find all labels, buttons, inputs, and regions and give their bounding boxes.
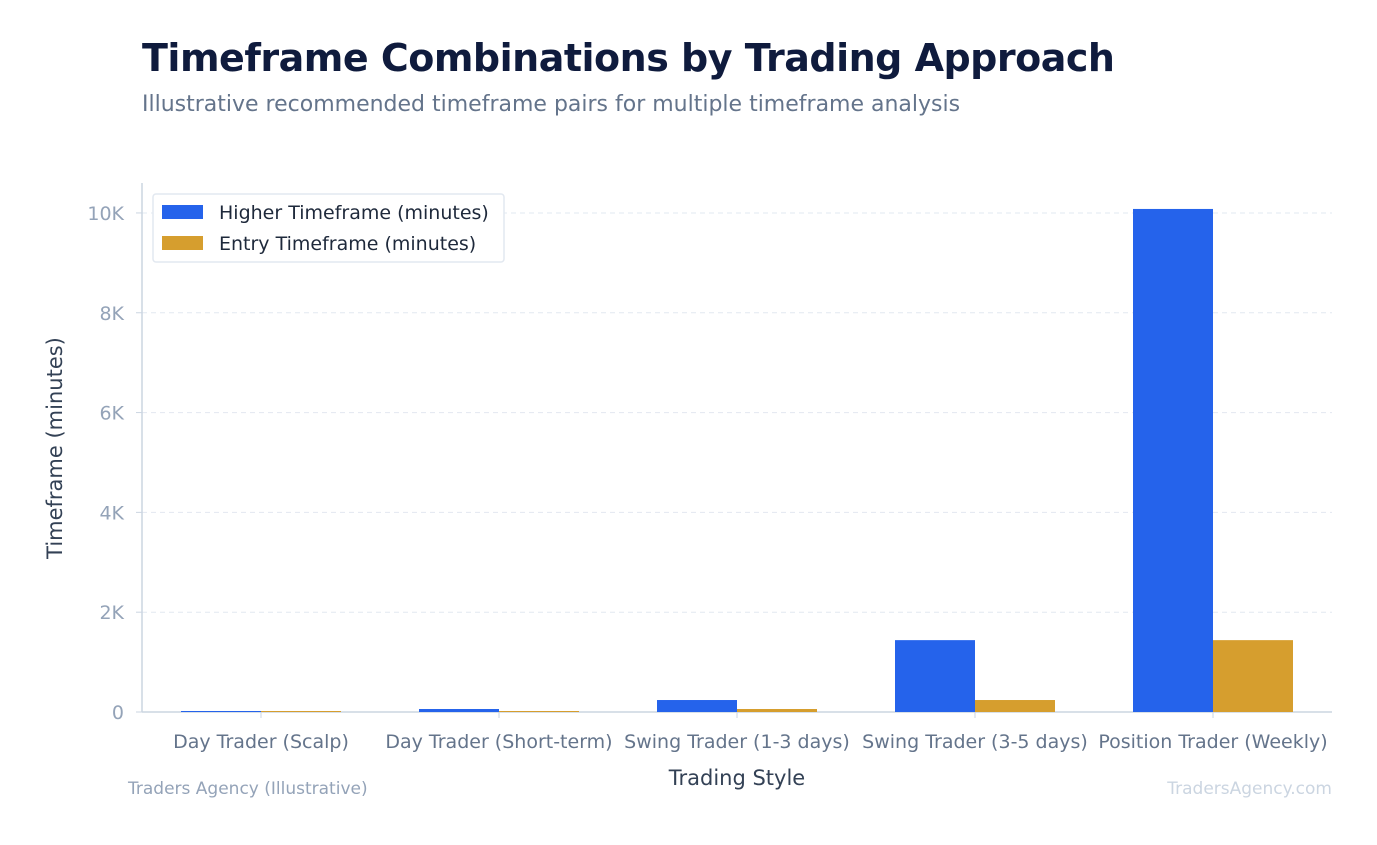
- bar-higher-4: [895, 640, 975, 712]
- legend-swatch-2: [162, 236, 203, 250]
- chart-subtitle: Illustrative recommended timeframe pairs…: [142, 92, 961, 117]
- y-axis-label: Timeframe (minutes): [43, 337, 67, 560]
- x-tick-label: Swing Trader (1-3 days): [624, 731, 850, 753]
- bar-entry-4: [975, 700, 1055, 712]
- y-tick-label: 2K: [99, 602, 124, 624]
- x-tick-label: Day Trader (Short-term): [385, 731, 612, 753]
- brand-watermark: TradersAgency.com: [1167, 779, 1332, 799]
- bar-higher-5: [1133, 208, 1213, 713]
- y-tick-label: 4K: [99, 502, 124, 524]
- x-tick-label: Swing Trader (3-5 days): [862, 731, 1088, 753]
- legend-box: [152, 193, 505, 263]
- bar-entry-1: [261, 711, 341, 712]
- legend-label-2: Entry Timeframe (minutes): [219, 233, 476, 255]
- bar-entry-5: [1213, 640, 1293, 712]
- bar-higher-3: [657, 700, 737, 712]
- legend-label-1: Higher Timeframe (minutes): [219, 202, 489, 224]
- bar-entry-2: [499, 711, 579, 712]
- legend-swatch-1: [162, 205, 203, 219]
- bar-higher-1: [181, 711, 261, 712]
- bar-entry-3: [737, 709, 817, 712]
- y-tick-label: 6K: [99, 403, 124, 425]
- y-tick-label: 0: [112, 702, 124, 724]
- chart-title: Timeframe Combinations by Trading Approa…: [142, 36, 1115, 80]
- y-tick-label: 10K: [87, 203, 124, 225]
- y-tick-label: 8K: [99, 303, 124, 325]
- bar-higher-2: [419, 709, 499, 712]
- x-axis-label: Trading Style: [668, 766, 805, 790]
- x-tick-label: Day Trader (Scalp): [173, 731, 349, 753]
- x-tick-label: Position Trader (Weekly): [1098, 731, 1327, 753]
- source-note: Traders Agency (Illustrative): [128, 779, 368, 799]
